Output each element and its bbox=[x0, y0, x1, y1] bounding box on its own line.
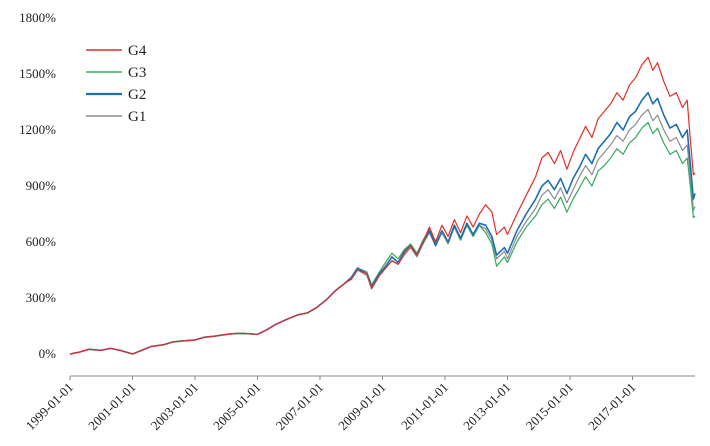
series-line-g4 bbox=[69, 56, 696, 355]
y-tick-label: 600% bbox=[26, 234, 57, 249]
y-tick-label: 900% bbox=[26, 178, 57, 193]
legend-label-g4: G4 bbox=[128, 43, 147, 59]
legend-label-g3: G3 bbox=[128, 65, 146, 81]
x-tick-label: 2013-01-01 bbox=[460, 380, 514, 434]
y-axis-tick-labels: 0% 300% 600% 900% 1200% 1500% 1800% bbox=[19, 10, 56, 361]
x-axis-ticks: 1999-01-01 2001-01-01 2003-01-01 2005-01-01… bbox=[23, 376, 639, 433]
x-tick-label: 2003-01-01 bbox=[148, 380, 202, 434]
legend-label-g1: G1 bbox=[128, 109, 146, 125]
x-tick-label: 2015-01-01 bbox=[523, 380, 577, 434]
legend: G4 G3 G2 G1 bbox=[86, 43, 147, 125]
y-tick-label: 1800% bbox=[19, 10, 56, 25]
x-tick-label: 2009-01-01 bbox=[335, 380, 389, 434]
x-tick-label: 2001-01-01 bbox=[85, 380, 139, 434]
series-line-g3 bbox=[69, 121, 696, 355]
x-tick-label: 2011-01-01 bbox=[398, 380, 451, 433]
legend-label-g2: G2 bbox=[128, 87, 146, 103]
series-line-g2 bbox=[69, 91, 696, 355]
y-tick-label: 1200% bbox=[19, 122, 56, 137]
x-tick-label: 1999-01-01 bbox=[23, 380, 77, 434]
y-tick-label: 1500% bbox=[19, 66, 56, 81]
x-tick-label: 2017-01-01 bbox=[585, 380, 639, 434]
y-tick-label: 0% bbox=[39, 346, 57, 361]
series-layer bbox=[69, 56, 696, 355]
x-tick-label: 2005-01-01 bbox=[210, 380, 264, 434]
y-tick-label: 300% bbox=[26, 290, 57, 305]
x-tick-label: 2007-01-01 bbox=[273, 380, 327, 434]
